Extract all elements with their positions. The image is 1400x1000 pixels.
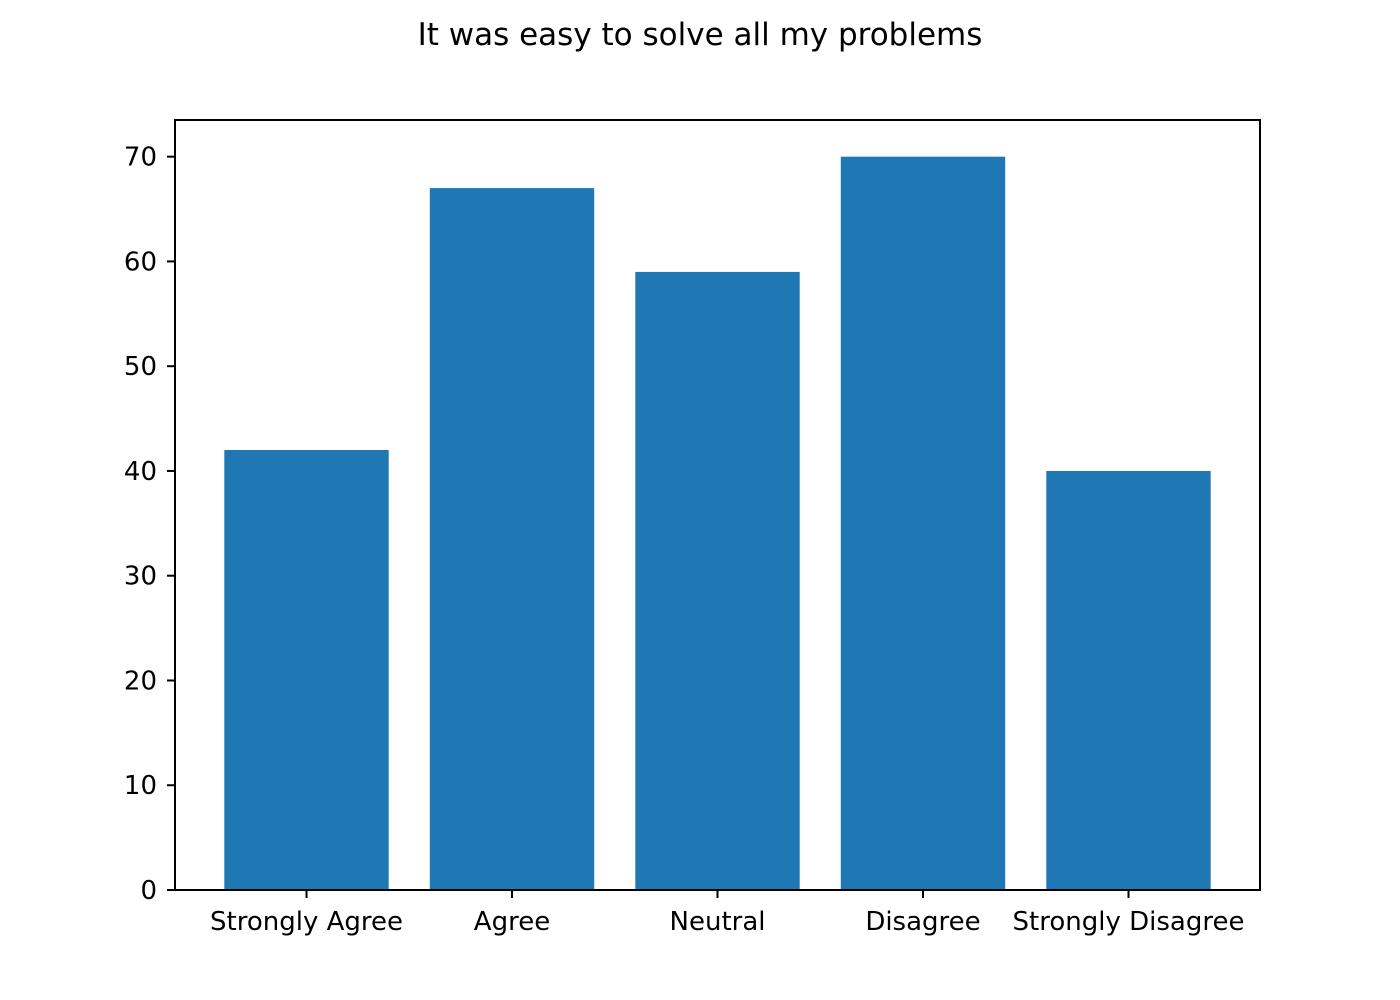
bar-neutral bbox=[635, 271, 800, 890]
y-tick-label: 60 bbox=[124, 247, 157, 277]
y-tick-label: 70 bbox=[124, 143, 157, 173]
x-tick-label: Strongly Agree bbox=[210, 907, 403, 937]
bar-agree bbox=[429, 188, 595, 891]
chart-title: It was easy to solve all my problems bbox=[418, 17, 983, 53]
bar-disagree bbox=[840, 156, 1006, 890]
y-tick-label: 30 bbox=[124, 562, 157, 592]
bar-strongly-agree bbox=[224, 450, 389, 890]
y-tick-label: 20 bbox=[124, 666, 157, 696]
x-tick-label: Strongly Disagree bbox=[1013, 907, 1245, 937]
y-tick-label: 10 bbox=[124, 771, 157, 801]
y-tick-label: 40 bbox=[124, 457, 157, 487]
axes-layer: 0 10 20 30 40 50 60 70 Strongly Agree Agree Neutra… bbox=[124, 119, 1261, 937]
x-tick-label: Neutral bbox=[670, 907, 766, 937]
y-tick-label: 50 bbox=[124, 352, 157, 382]
bar-strongly-disagree bbox=[1046, 470, 1211, 890]
x-tick-label: Agree bbox=[474, 907, 550, 937]
y-tick-label: 0 bbox=[140, 876, 157, 906]
bars-layer bbox=[224, 156, 1211, 891]
x-tick-label: Disagree bbox=[865, 907, 980, 937]
